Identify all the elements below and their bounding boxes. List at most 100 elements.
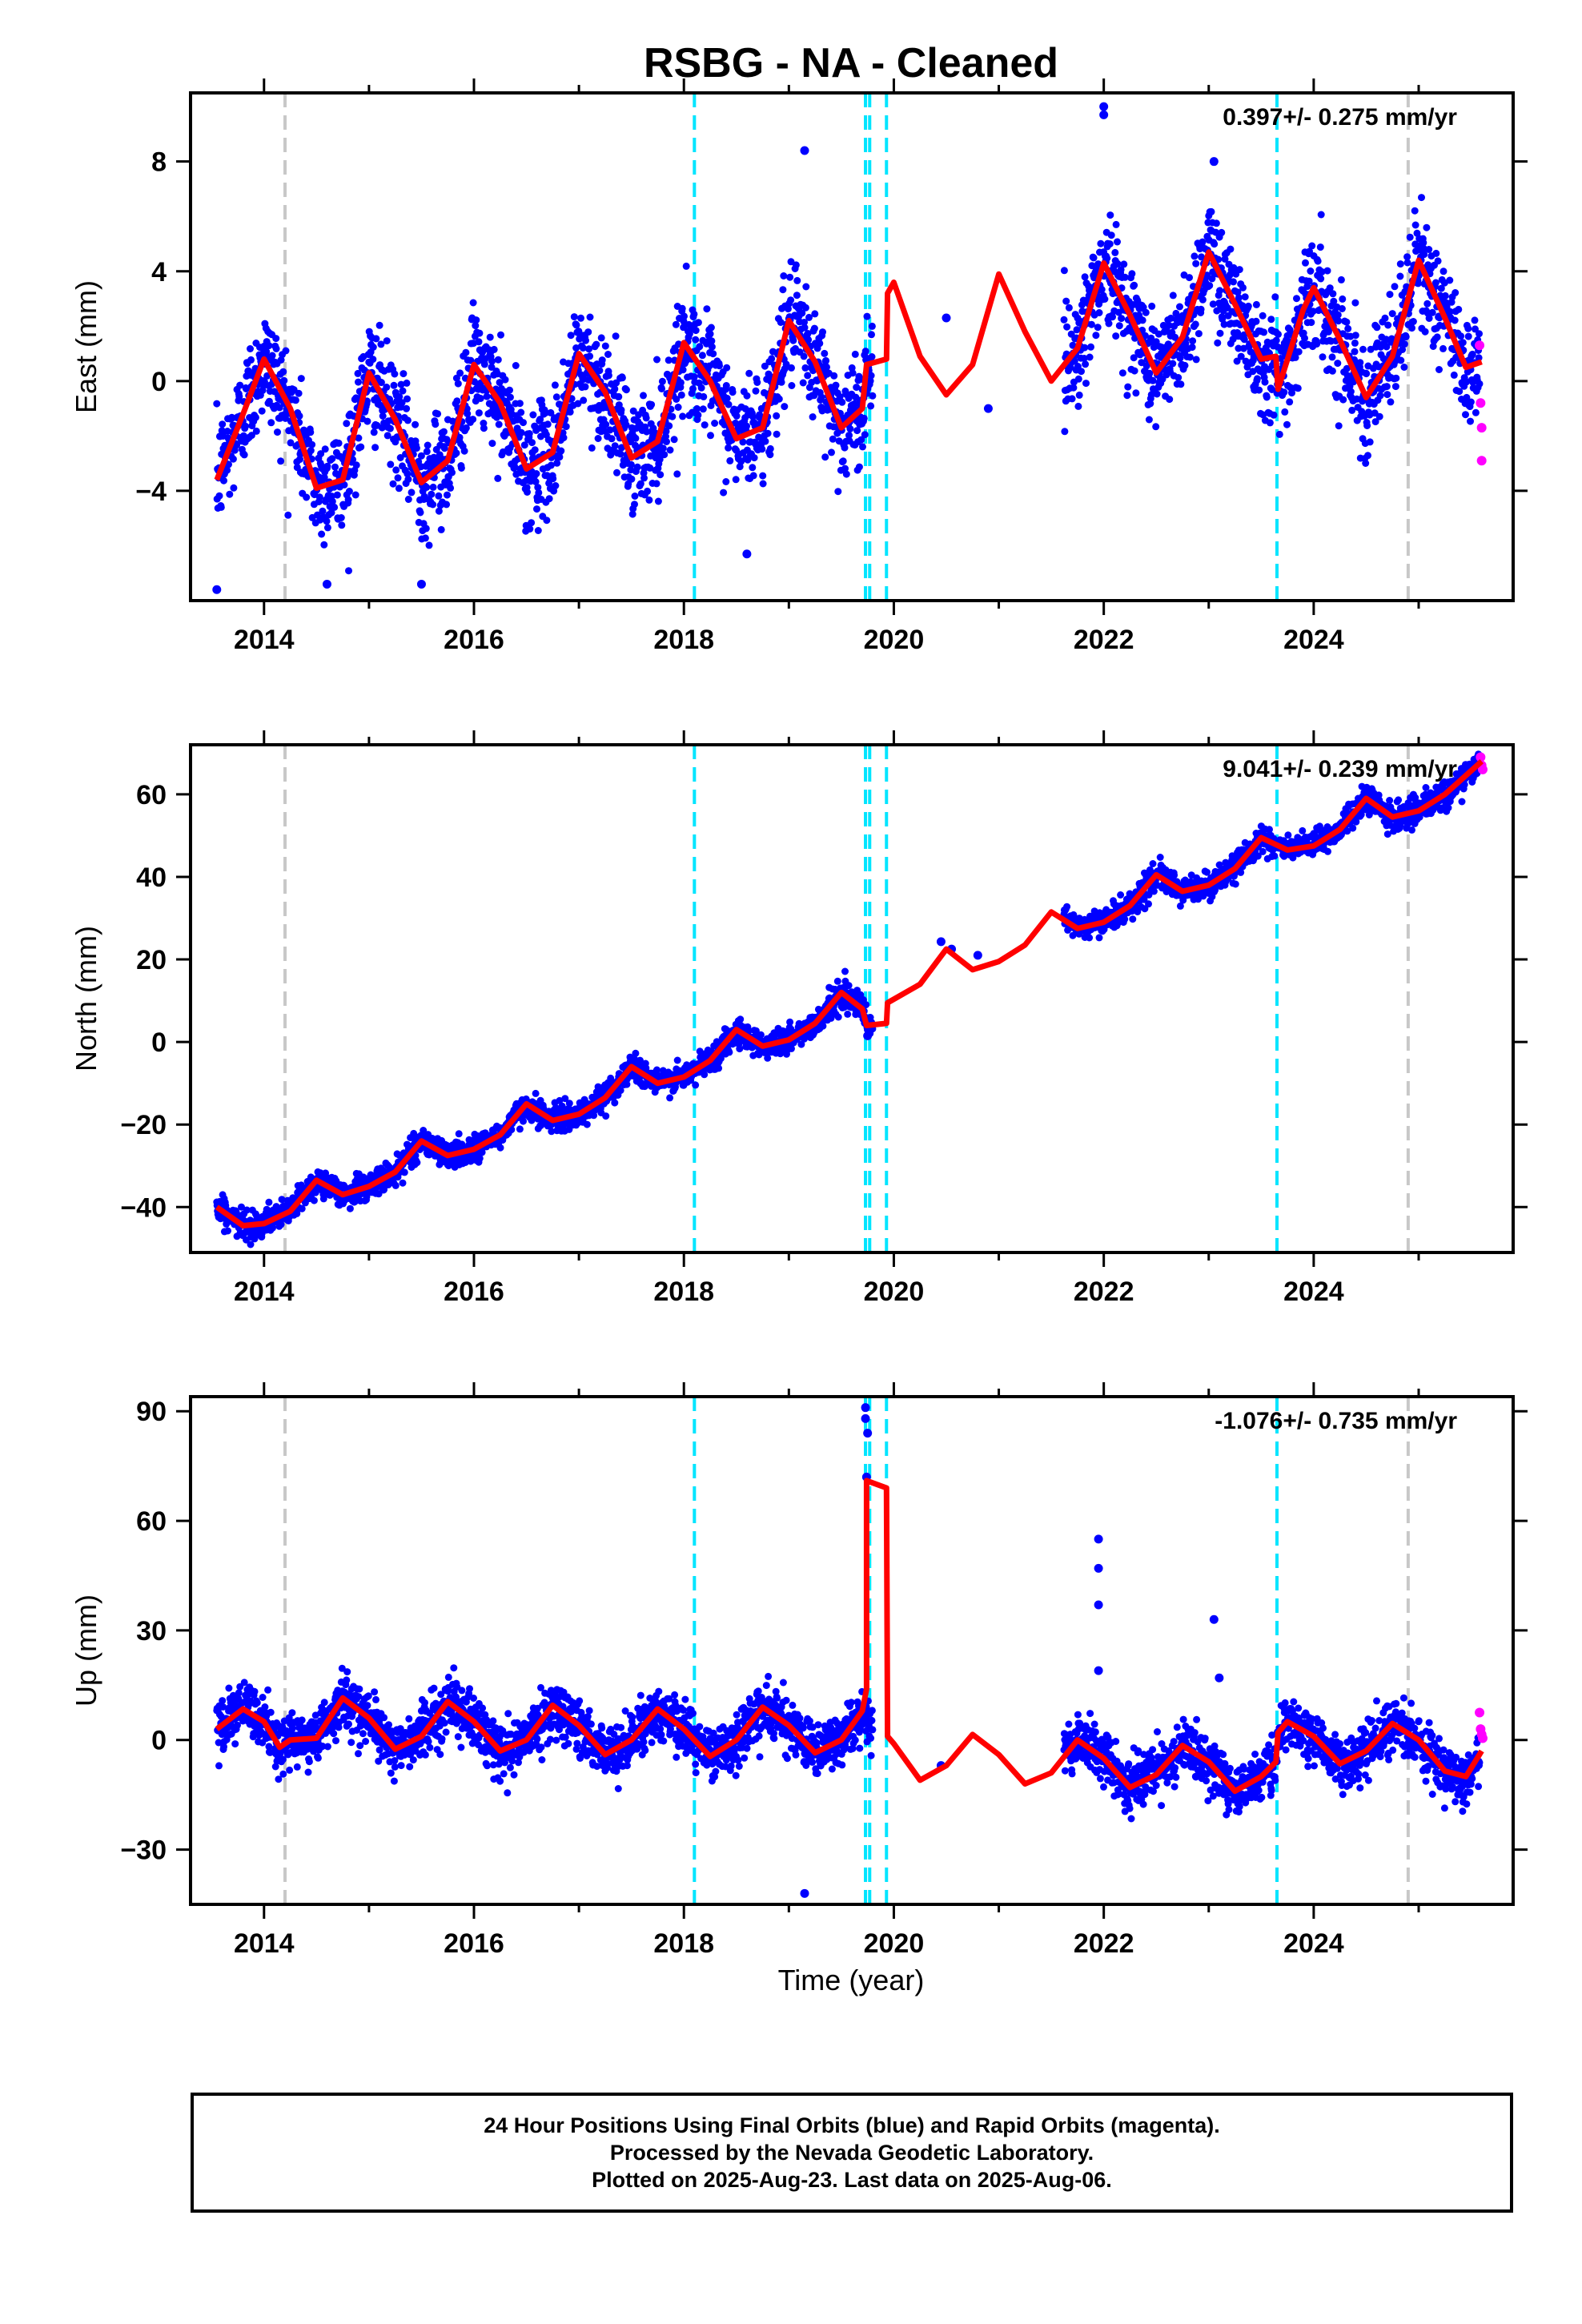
data-point — [633, 463, 641, 471]
data-point — [476, 395, 484, 402]
outlier-point — [800, 146, 809, 155]
data-point — [1288, 389, 1295, 397]
x-tick-label: 2014 — [234, 625, 295, 655]
data-point — [338, 521, 346, 529]
data-point — [773, 430, 781, 438]
data-point — [692, 327, 700, 335]
data-point — [672, 320, 680, 328]
data-point — [1112, 220, 1120, 228]
data-point — [472, 322, 480, 330]
data-point — [622, 421, 630, 429]
data-point — [1419, 239, 1427, 247]
data-point — [680, 317, 688, 325]
data-point — [1227, 245, 1235, 253]
data-point — [816, 340, 824, 348]
data-point — [715, 1064, 723, 1072]
data-point — [1063, 323, 1071, 331]
data-point — [1260, 328, 1268, 336]
data-point — [1326, 284, 1334, 292]
data-point — [749, 472, 757, 480]
data-point — [867, 402, 875, 410]
data-point — [1087, 320, 1095, 328]
data-point — [423, 448, 431, 456]
data-point — [1286, 398, 1294, 406]
data-point — [845, 432, 853, 440]
data-point — [545, 495, 553, 503]
data-point — [1387, 398, 1395, 406]
data-point — [1148, 302, 1156, 310]
data-point — [694, 319, 702, 327]
data-point — [1337, 275, 1345, 283]
data-point — [1271, 293, 1279, 301]
data-point — [631, 501, 638, 509]
data-point — [1109, 313, 1116, 321]
data-point — [1121, 915, 1129, 923]
data-point — [1319, 353, 1327, 361]
plot-area — [213, 745, 1488, 1252]
data-point — [616, 1087, 624, 1095]
data-point — [645, 496, 653, 504]
data-point — [1375, 412, 1383, 420]
data-point — [1092, 266, 1100, 274]
data-point — [1159, 321, 1167, 329]
data-point — [1335, 422, 1343, 430]
data-point — [612, 332, 620, 340]
data-point — [674, 404, 682, 411]
data-point — [1169, 360, 1177, 368]
data-point — [722, 382, 730, 389]
data-point — [456, 369, 464, 377]
data-point — [383, 432, 391, 440]
data-point — [404, 476, 412, 483]
data-point — [443, 501, 451, 509]
data-point — [344, 496, 352, 504]
data-point — [567, 332, 575, 340]
data-point — [750, 454, 758, 462]
data-point — [1218, 228, 1226, 236]
data-point — [1463, 378, 1470, 386]
data-point — [838, 398, 846, 406]
data-point — [732, 476, 740, 484]
data-point — [1411, 221, 1419, 229]
data-point — [839, 457, 847, 465]
rapid-point — [1476, 456, 1487, 466]
data-point — [544, 420, 552, 428]
data-point — [1060, 267, 1068, 275]
data-point — [1451, 316, 1459, 324]
data-point — [279, 368, 287, 376]
data-point — [272, 335, 280, 343]
data-point — [274, 428, 281, 436]
data-point — [1351, 348, 1359, 356]
data-point — [218, 427, 226, 435]
data-point — [853, 427, 861, 435]
data-point — [548, 1128, 556, 1136]
data-point — [1301, 334, 1308, 342]
data-point — [1387, 335, 1395, 343]
data-point — [868, 353, 876, 360]
data-point — [613, 468, 620, 476]
data-point — [585, 345, 593, 353]
data-point — [823, 363, 830, 371]
data-point — [1434, 257, 1442, 265]
data-point — [745, 369, 753, 377]
data-point — [1396, 272, 1404, 280]
data-point — [692, 336, 700, 344]
data-point — [723, 364, 731, 372]
data-point — [577, 314, 584, 322]
data-point — [801, 324, 809, 332]
data-point — [628, 475, 636, 483]
data-point — [1117, 891, 1125, 899]
data-point — [722, 478, 730, 485]
data-point — [1191, 252, 1199, 260]
data-point — [1169, 292, 1177, 300]
data-point — [786, 1018, 794, 1026]
data-point — [1408, 324, 1415, 332]
data-point — [560, 434, 568, 442]
data-point — [673, 396, 681, 403]
data-point — [397, 380, 405, 388]
data-point — [708, 343, 716, 351]
data-point — [400, 370, 408, 378]
data-point — [1130, 367, 1138, 375]
data-point — [701, 421, 709, 429]
data-point — [395, 485, 403, 493]
